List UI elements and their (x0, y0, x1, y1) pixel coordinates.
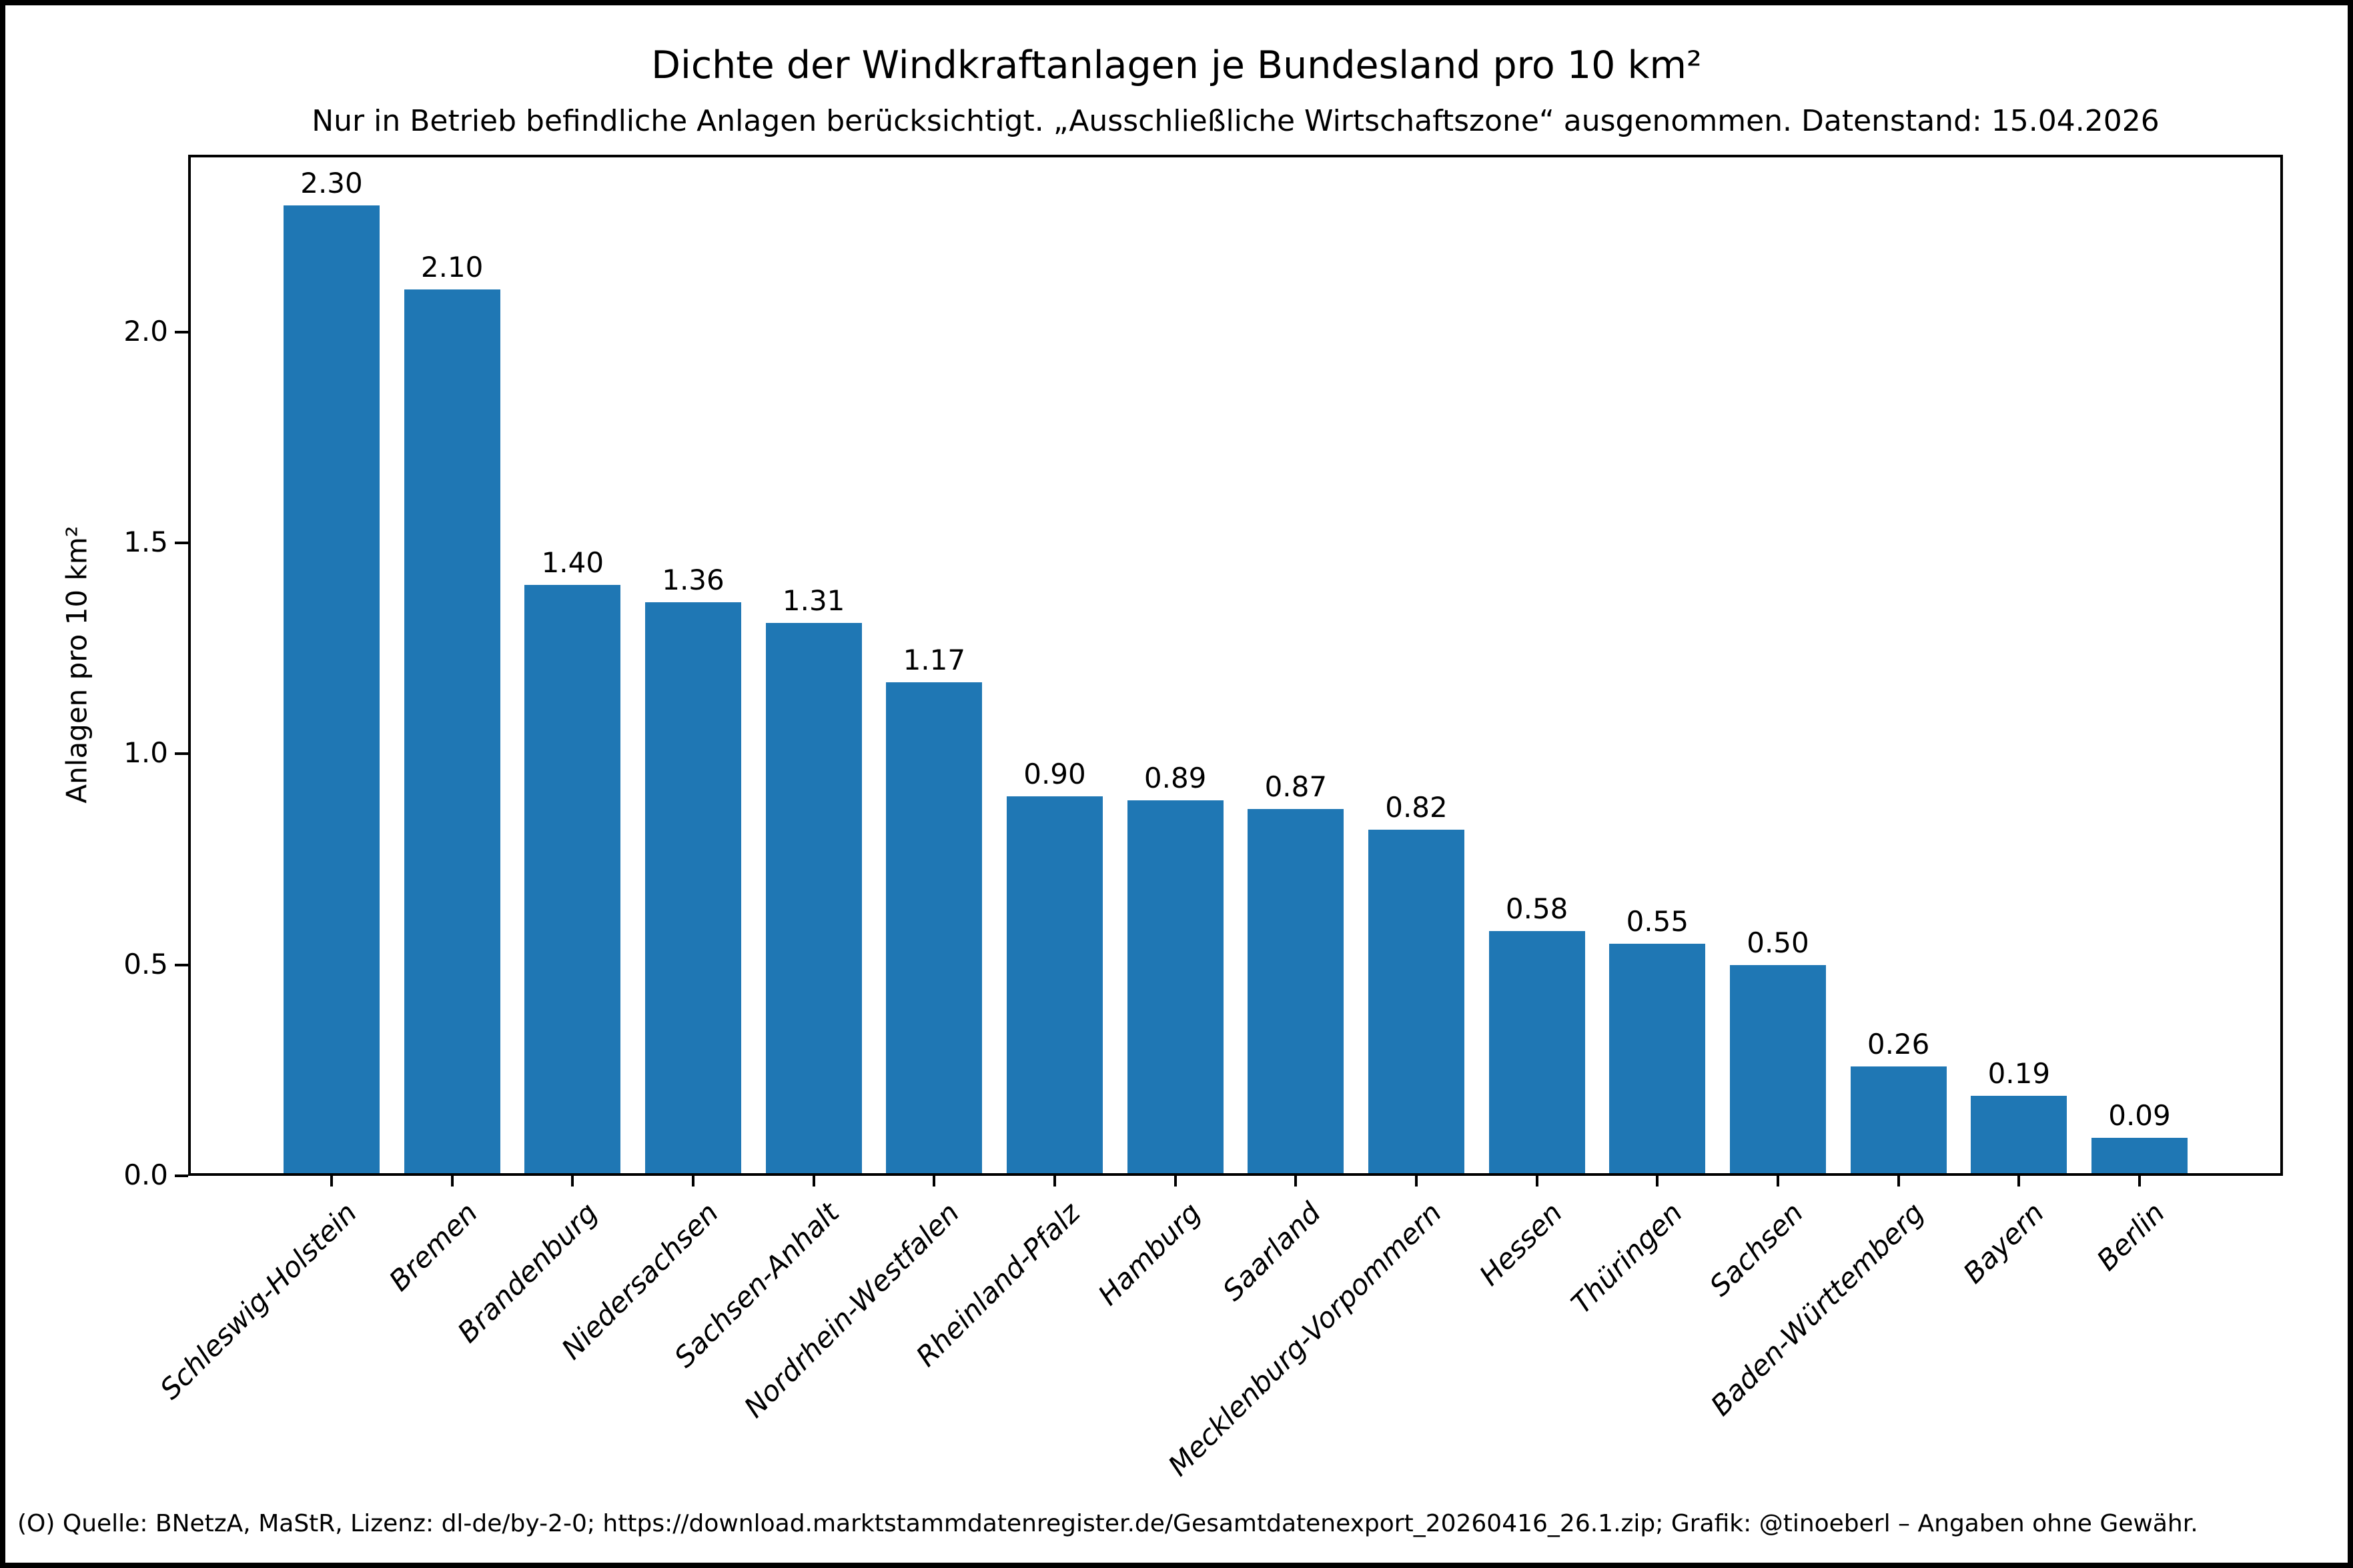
bar (1368, 830, 1464, 1176)
bar (886, 682, 983, 1176)
y-tick-label: 0.0 (123, 1158, 168, 1191)
bar-value-label: 0.87 (1264, 770, 1328, 803)
x-tick-mark (450, 1176, 454, 1187)
bar-value-label: 1.31 (782, 584, 845, 618)
y-tick-mark (175, 542, 188, 545)
y-tick-label: 1.5 (123, 526, 168, 559)
x-tick-mark (571, 1176, 574, 1187)
x-tick-mark (2138, 1176, 2141, 1187)
x-tick-mark (330, 1176, 333, 1187)
y-tick-mark (175, 752, 188, 756)
x-tick-mark (933, 1176, 936, 1187)
bar-value-label: 0.58 (1505, 892, 1568, 926)
y-tick-label: 2.0 (123, 314, 168, 347)
bar-value-label: 0.82 (1385, 791, 1448, 824)
bar-value-label: 0.19 (1987, 1056, 2051, 1090)
y-tick-mark (175, 330, 188, 333)
y-tick-label: 0.5 (123, 947, 168, 980)
bar (2091, 1138, 2188, 1176)
x-tick-mark (692, 1176, 694, 1187)
y-tick-label: 1.0 (123, 736, 168, 770)
bar (1971, 1095, 2067, 1176)
x-tick-mark (1897, 1176, 1900, 1187)
bar-value-label: 2.10 (420, 251, 484, 284)
bar (404, 289, 500, 1176)
chart-subtitle: Nur in Betrieb befindliche Anlagen berüc… (312, 104, 2160, 138)
plot-area (188, 155, 2283, 1176)
x-tick-mark (1656, 1176, 1659, 1187)
bar (1488, 931, 1585, 1176)
bar (1609, 944, 1706, 1176)
bar (1730, 964, 1826, 1176)
y-tick-mark (175, 1174, 188, 1177)
bar-value-label: 1.36 (662, 563, 725, 596)
bar (1007, 796, 1103, 1176)
bar-value-label: 0.09 (2108, 1099, 2171, 1132)
bar-value-label: 2.30 (300, 166, 363, 199)
y-tick-mark (175, 963, 188, 966)
bar-value-label: 0.50 (1747, 926, 1809, 959)
y-axis-label: Anlagen pro 10 km² (60, 526, 93, 804)
x-tick-mark (1415, 1176, 1418, 1187)
x-tick-mark (812, 1176, 815, 1187)
bar-value-label: 0.89 (1143, 761, 1207, 794)
x-tick-mark (1053, 1176, 1056, 1187)
bar-value-label: 0.55 (1626, 905, 1689, 938)
bar (1850, 1066, 1947, 1176)
bar (645, 602, 741, 1176)
bar (1127, 800, 1224, 1176)
x-tick-mark (1535, 1176, 1538, 1187)
bar (524, 585, 621, 1176)
x-tick-mark (1173, 1176, 1177, 1187)
bar-value-label: 0.90 (1023, 757, 1086, 790)
x-tick-mark (1294, 1176, 1298, 1187)
source-note: (O) Quelle: BNetzA, MaStR, Lizenz: dl-de… (17, 1510, 2198, 1537)
bar (284, 205, 380, 1176)
bar (1248, 808, 1344, 1176)
bar-value-label: 1.40 (541, 546, 604, 580)
bar-value-label: 1.17 (903, 643, 966, 676)
x-tick-mark (1777, 1176, 1779, 1187)
bar-value-label: 0.26 (1867, 1027, 1930, 1060)
chart-title: Dichte der Windkraftanlagen je Bundeslan… (651, 43, 1702, 87)
bar (765, 623, 862, 1176)
x-tick-mark (2017, 1176, 2021, 1187)
